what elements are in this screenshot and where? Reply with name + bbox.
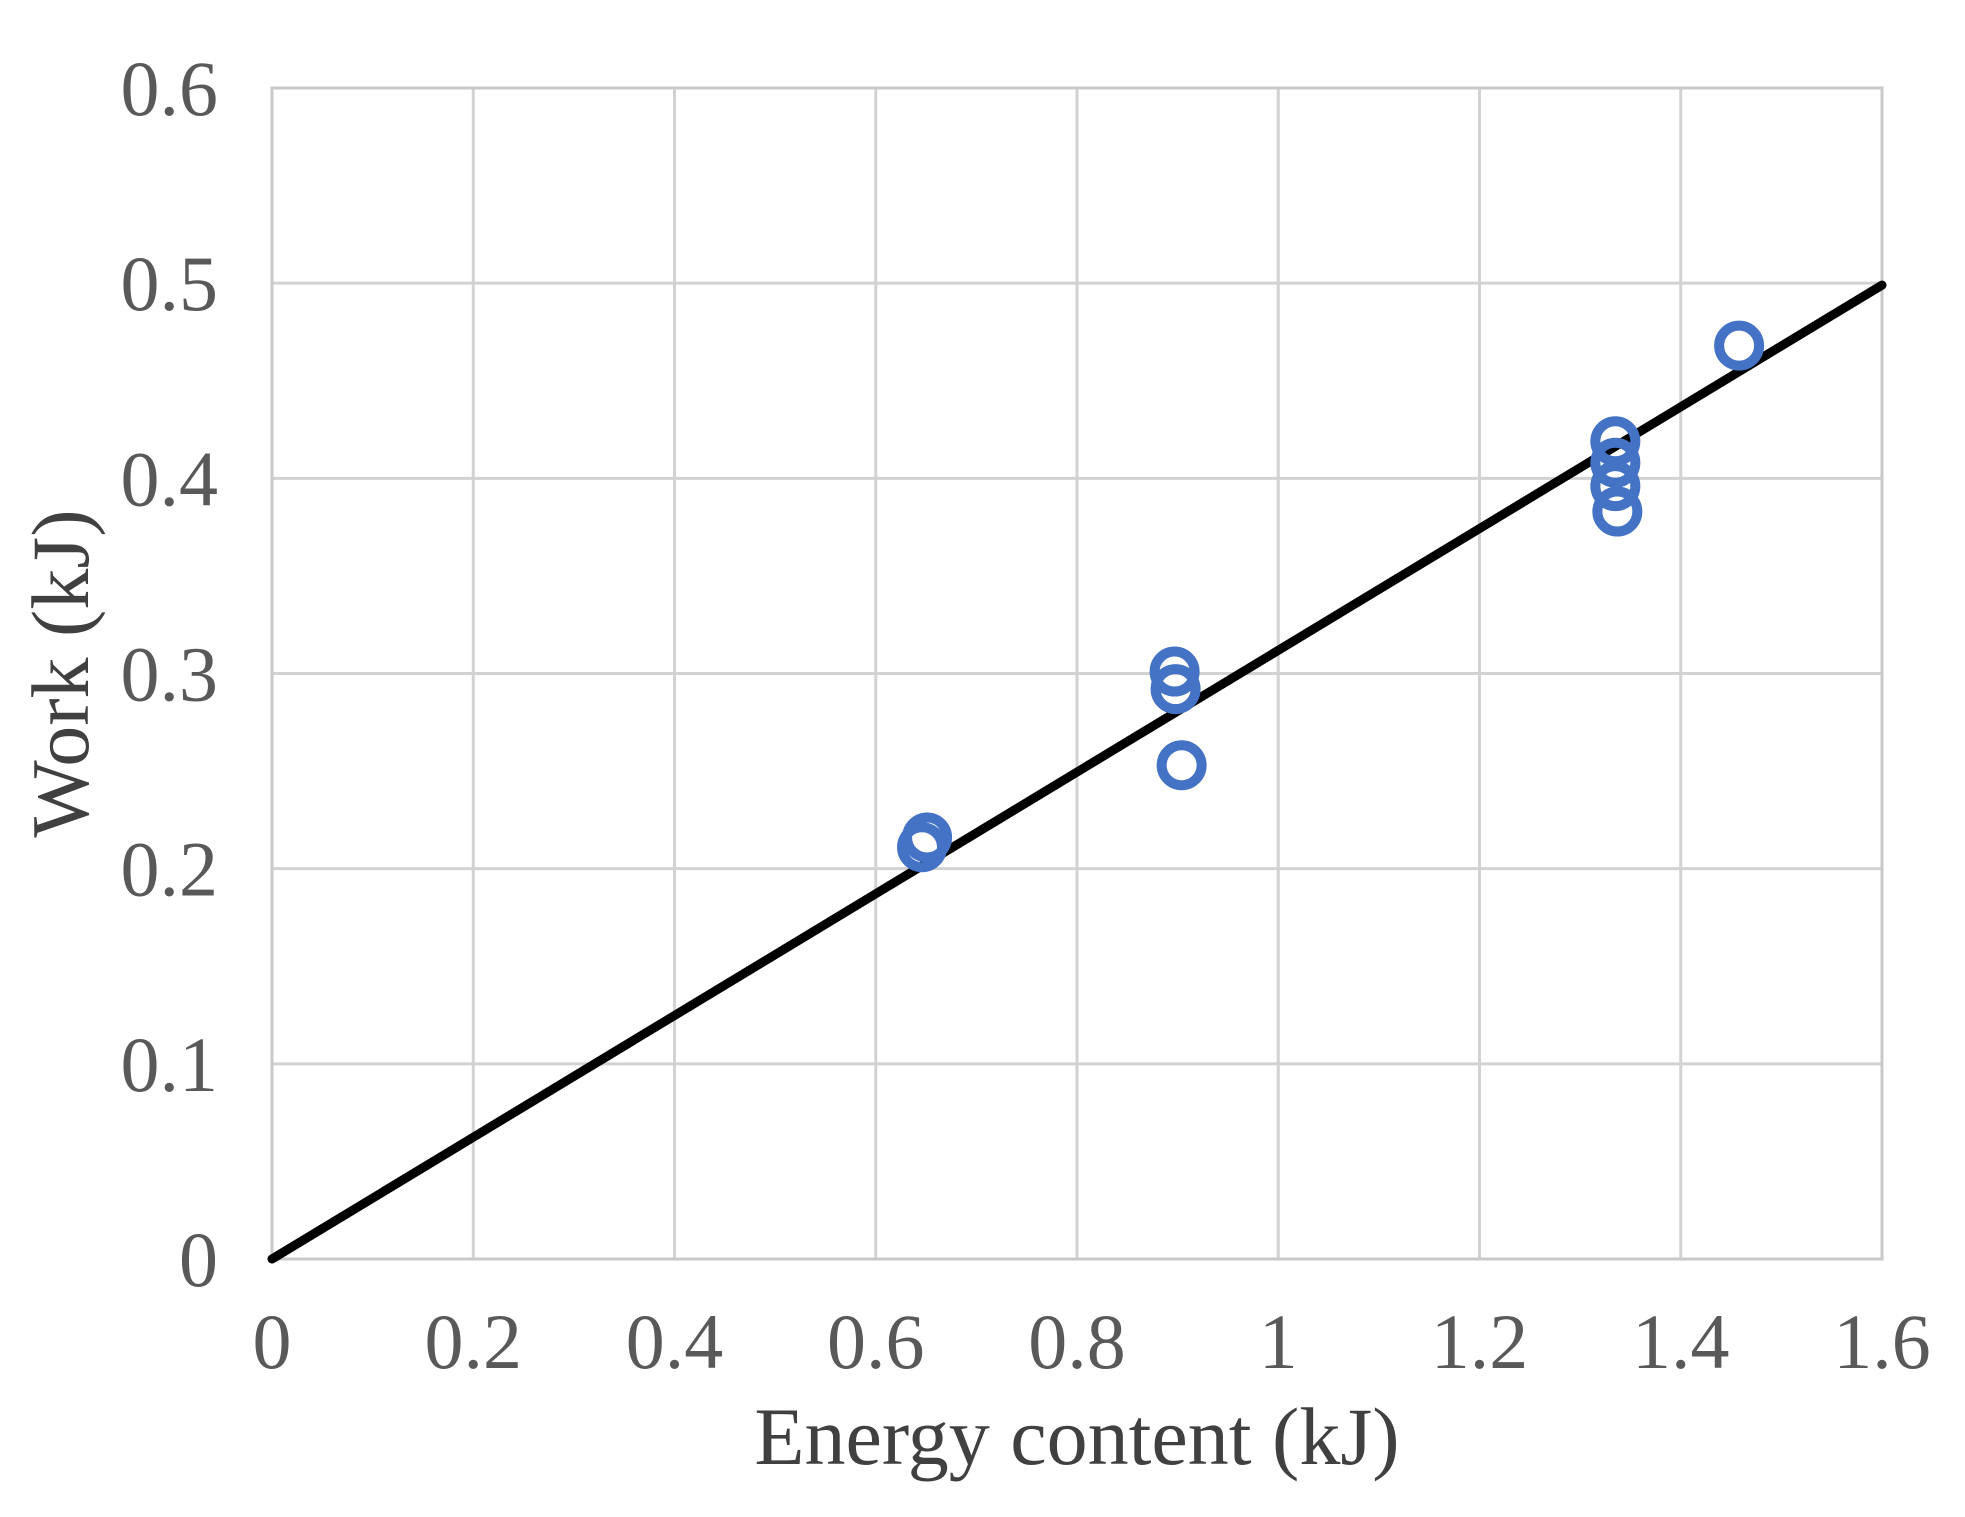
y-tick-label: 0.4	[121, 435, 219, 522]
data-point-marker	[1590, 461, 1641, 512]
data-point-marker	[1714, 320, 1765, 371]
data-point-markers	[897, 320, 1765, 873]
plot-border	[270, 86, 1884, 1261]
data-point-marker	[1592, 486, 1643, 537]
y-tick-label: 0.1	[121, 1021, 219, 1108]
y-axis-tick-labels: 0 0.1 0.2 0.3 0.4 0.5 0.6	[121, 45, 219, 1303]
data-point-marker	[902, 812, 953, 863]
x-tick-label: 1	[1259, 1298, 1298, 1385]
y-tick-label: 0.2	[121, 826, 219, 913]
x-tick-label: 0.8	[1028, 1298, 1126, 1385]
y-tick-label: 0.3	[121, 631, 219, 718]
x-tick-label: 0	[253, 1298, 292, 1385]
y-tick-label: 0	[179, 1216, 218, 1303]
x-tick-label: 1.6	[1833, 1298, 1931, 1385]
gridlines	[272, 88, 1882, 1259]
data-point-marker	[1156, 740, 1207, 791]
x-tick-label: 0.6	[827, 1298, 925, 1385]
data-point-marker	[1149, 646, 1200, 697]
x-tick-label: 0.2	[425, 1298, 523, 1385]
y-tick-label: 0.5	[121, 240, 219, 327]
x-tick-label: 1.4	[1632, 1298, 1730, 1385]
data-point-marker	[1590, 437, 1641, 488]
data-point-marker	[1150, 664, 1201, 715]
x-axis-title: Energy content (kJ)	[754, 1391, 1399, 1482]
y-axis-title: Work (kJ)	[15, 509, 106, 837]
x-tick-label: 0.4	[626, 1298, 724, 1385]
x-axis-tick-labels: 0 0.2 0.4 0.6 0.8 1 1.2 1.4 1.6	[253, 1298, 1931, 1385]
y-tick-label: 0.6	[121, 45, 219, 132]
x-tick-label: 1.2	[1431, 1298, 1529, 1385]
